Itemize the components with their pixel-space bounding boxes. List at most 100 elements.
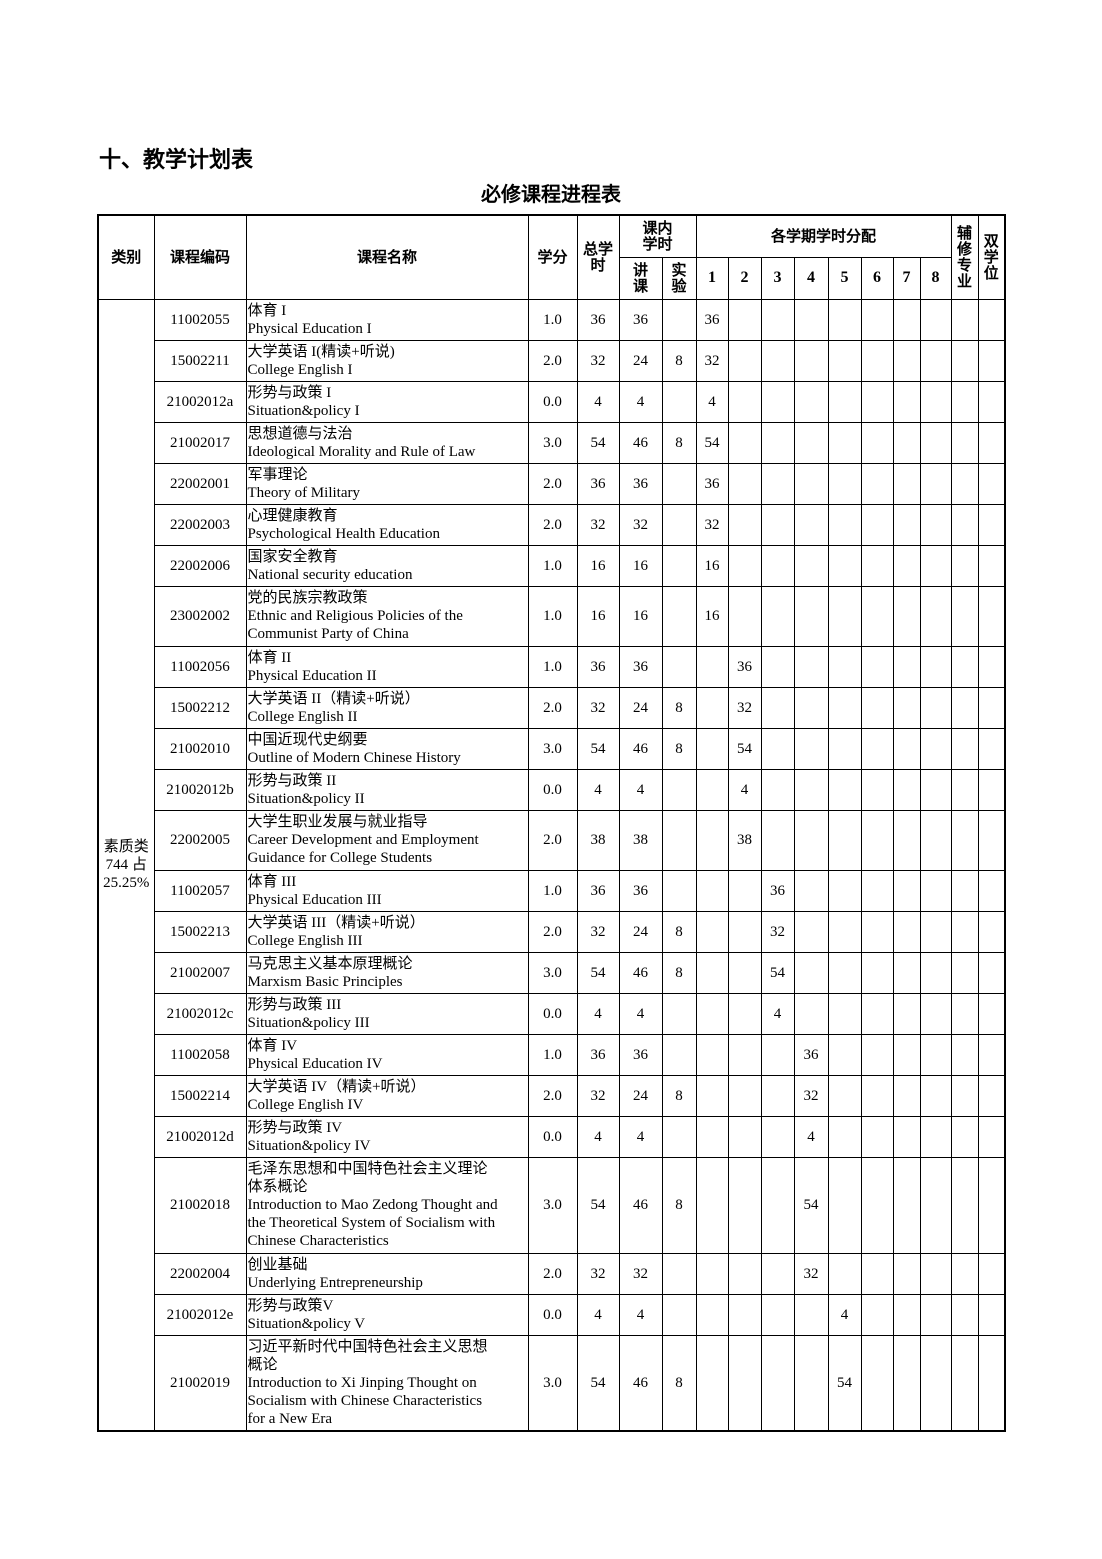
section-title: 十、教学计划表	[99, 148, 254, 173]
semester-3-hours	[760, 686, 795, 729]
category-percent: 25.25%	[103, 874, 150, 891]
course-name: 国家安全教育 National security education	[245, 544, 529, 587]
course-lecture: 24	[618, 910, 663, 953]
header-semester-5: 5	[827, 256, 862, 300]
course-credits: 1.0	[527, 585, 578, 647]
course-name-line: Physical Education IV	[247, 1055, 383, 1072]
semester-6-hours	[860, 1334, 894, 1432]
course-total: 36	[576, 869, 620, 912]
semester-6-hours	[860, 910, 894, 953]
course-code: 15002214	[153, 1074, 247, 1117]
course-lecture: 4	[618, 1115, 663, 1158]
minor-cell	[950, 1115, 979, 1158]
table-row: 21002018 毛泽东思想和中国特色社会主义理论 体系概论 Introduction…	[98, 1156, 1006, 1254]
course-name-line: Outline of Modern Chinese History	[247, 749, 461, 766]
semester-5-hours	[827, 910, 862, 953]
course-name: 体育 II Physical Education II	[245, 645, 529, 688]
double-degree-cell	[977, 992, 1006, 1035]
course-code: 21002019	[153, 1334, 247, 1432]
semester-2-hours	[727, 503, 762, 546]
semester-3-hours: 32	[760, 910, 795, 953]
minor-cell	[950, 462, 979, 505]
course-total: 4	[576, 992, 620, 1035]
course-name: 军事理论 Theory of Military	[245, 462, 529, 505]
course-total: 36	[576, 1033, 620, 1076]
semester-3-hours	[760, 503, 795, 546]
minor-cell	[950, 339, 979, 382]
double-degree-cell	[977, 380, 1006, 423]
course-name-line: Situation&policy IV	[247, 1137, 371, 1154]
course-name: 习近平新时代中国特色社会主义思想 概论 Introduction to Xi Jin…	[245, 1334, 529, 1432]
course-name-line: 心理健康教育	[247, 507, 338, 524]
semester-3-hours	[760, 298, 795, 341]
semester-3-hours	[760, 1156, 795, 1254]
course-credits: 2.0	[527, 910, 578, 953]
semester-5-hours	[827, 503, 862, 546]
semester-4-hours	[793, 686, 829, 729]
table-row: 21002017 思想道德与法治 Ideological Morality and …	[98, 421, 1006, 464]
double-degree-cell	[977, 809, 1006, 871]
course-lecture: 36	[618, 869, 663, 912]
semester-2-hours	[727, 544, 762, 587]
semester-1-hours	[695, 768, 729, 811]
semester-7-hours	[892, 1033, 921, 1076]
semester-7-hours	[892, 503, 921, 546]
course-name-line: 大学英语 II（精读+听说）	[247, 690, 420, 707]
semester-7-hours	[892, 462, 921, 505]
category-name: 素质类	[103, 838, 149, 855]
semester-7-hours	[892, 1252, 921, 1295]
semester-1-hours	[695, 992, 729, 1035]
course-total: 16	[576, 585, 620, 647]
course-credits: 1.0	[527, 1033, 578, 1076]
minor-cell	[950, 1252, 979, 1295]
header-semester-7: 7	[892, 256, 921, 300]
course-lecture: 4	[618, 380, 663, 423]
course-total: 4	[576, 1115, 620, 1158]
minor-cell	[950, 1334, 979, 1432]
course-code: 11002057	[153, 869, 247, 912]
course-code: 23002002	[153, 585, 247, 647]
course-lecture: 4	[618, 1293, 663, 1336]
course-name: 大学英语 I(精读+听说) College English I	[245, 339, 529, 382]
semester-2-hours: 32	[727, 686, 762, 729]
semester-4-hours	[793, 1293, 829, 1336]
semester-7-hours	[892, 992, 921, 1035]
double-degree-cell	[977, 503, 1006, 546]
minor-cell	[950, 380, 979, 423]
course-lecture: 38	[618, 809, 663, 871]
course-lab	[661, 645, 697, 688]
semester-1-hours	[695, 1074, 729, 1117]
semester-8-hours	[919, 992, 952, 1035]
semester-6-hours	[860, 339, 894, 382]
semester-7-hours	[892, 686, 921, 729]
course-credits: 3.0	[527, 727, 578, 770]
course-credits: 0.0	[527, 1293, 578, 1336]
minor-cell	[950, 992, 979, 1035]
minor-cell	[950, 910, 979, 953]
semester-2-hours	[727, 869, 762, 912]
table-row: 21002007 马克思主义基本原理概论 Marxism Basic Princip…	[98, 951, 1006, 994]
course-total: 54	[576, 1156, 620, 1254]
course-name-line: 体育 IV	[247, 1037, 298, 1054]
table-row: 22002006 国家安全教育 National security educatio…	[98, 544, 1006, 587]
course-code: 21002017	[153, 421, 247, 464]
semester-5-hours	[827, 645, 862, 688]
course-lab: 8	[661, 910, 697, 953]
course-total: 54	[576, 1334, 620, 1432]
course-credits: 0.0	[527, 380, 578, 423]
semester-8-hours	[919, 727, 952, 770]
course-lab	[661, 768, 697, 811]
semester-7-hours	[892, 1334, 921, 1432]
course-name-line: College English III	[247, 932, 363, 949]
course-code: 15002212	[153, 686, 247, 729]
course-credits: 2.0	[527, 1252, 578, 1295]
semester-2-hours	[727, 1156, 762, 1254]
course-lecture: 36	[618, 1033, 663, 1076]
double-degree-cell	[977, 1334, 1006, 1432]
double-degree-cell	[977, 869, 1006, 912]
course-credits: 2.0	[527, 339, 578, 382]
course-name-line: Communist Party of China	[247, 626, 409, 642]
semester-7-hours	[892, 869, 921, 912]
minor-cell	[950, 869, 979, 912]
double-degree-cell	[977, 768, 1006, 811]
